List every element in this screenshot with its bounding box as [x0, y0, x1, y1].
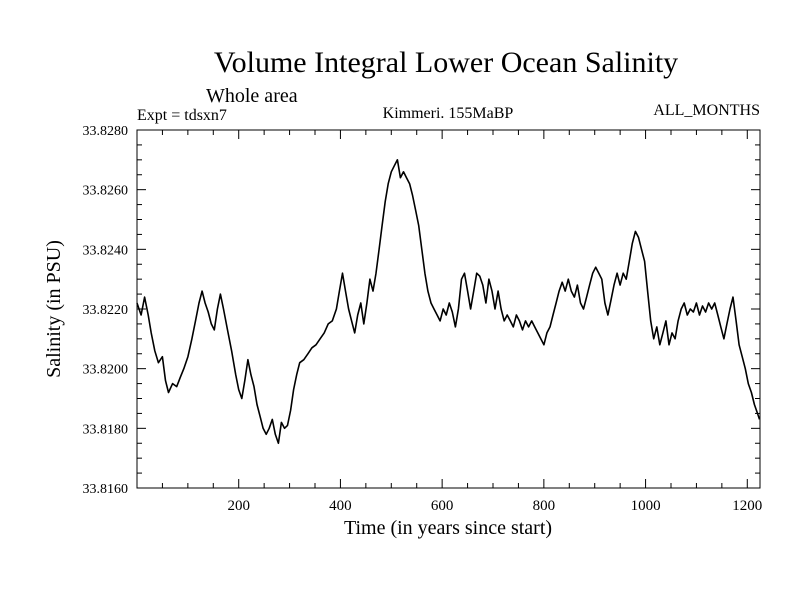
x-tick-label: 800	[533, 498, 556, 514]
x-tick-label: 200	[227, 498, 250, 514]
y-tick-label: 33.8240	[83, 243, 129, 258]
y-tick-label: 33.8180	[83, 422, 129, 437]
x-tick-label: 400	[329, 498, 352, 514]
y-tick-label: 33.8260	[83, 184, 129, 199]
y-axis-label: Salinity (in PSU)	[43, 240, 65, 378]
y-tick-labels: 33.8160 33.8180 33.8200 33.8220 33.8240 33.82…	[83, 124, 129, 497]
y-tick-label: 33.8160	[83, 482, 129, 497]
x-tick-label: 1200	[732, 498, 762, 514]
axis-ticks	[137, 129, 760, 489]
months-annotation: ALL_MONTHS	[653, 102, 760, 119]
period-annotation: Kimmeri. 155MaBP	[383, 105, 514, 122]
chart-title: Volume Integral Lower Ocean Salinity	[214, 46, 678, 79]
salinity-series-line	[136, 159, 761, 445]
experiment-annotation: Expt = tdsxn7	[137, 107, 227, 124]
y-tick-label: 33.8200	[83, 363, 129, 378]
chart-subtitle: Whole area	[206, 85, 298, 107]
y-tick-label: 33.8280	[83, 124, 129, 139]
x-axis-label: Time (in years since start)	[344, 517, 552, 539]
x-tick-label: 600	[431, 498, 454, 514]
x-tick-label: 1000	[631, 498, 661, 514]
y-tick-label: 33.8220	[83, 303, 129, 318]
x-tick-labels: 200 400 600 800 1000 1200	[227, 498, 762, 514]
